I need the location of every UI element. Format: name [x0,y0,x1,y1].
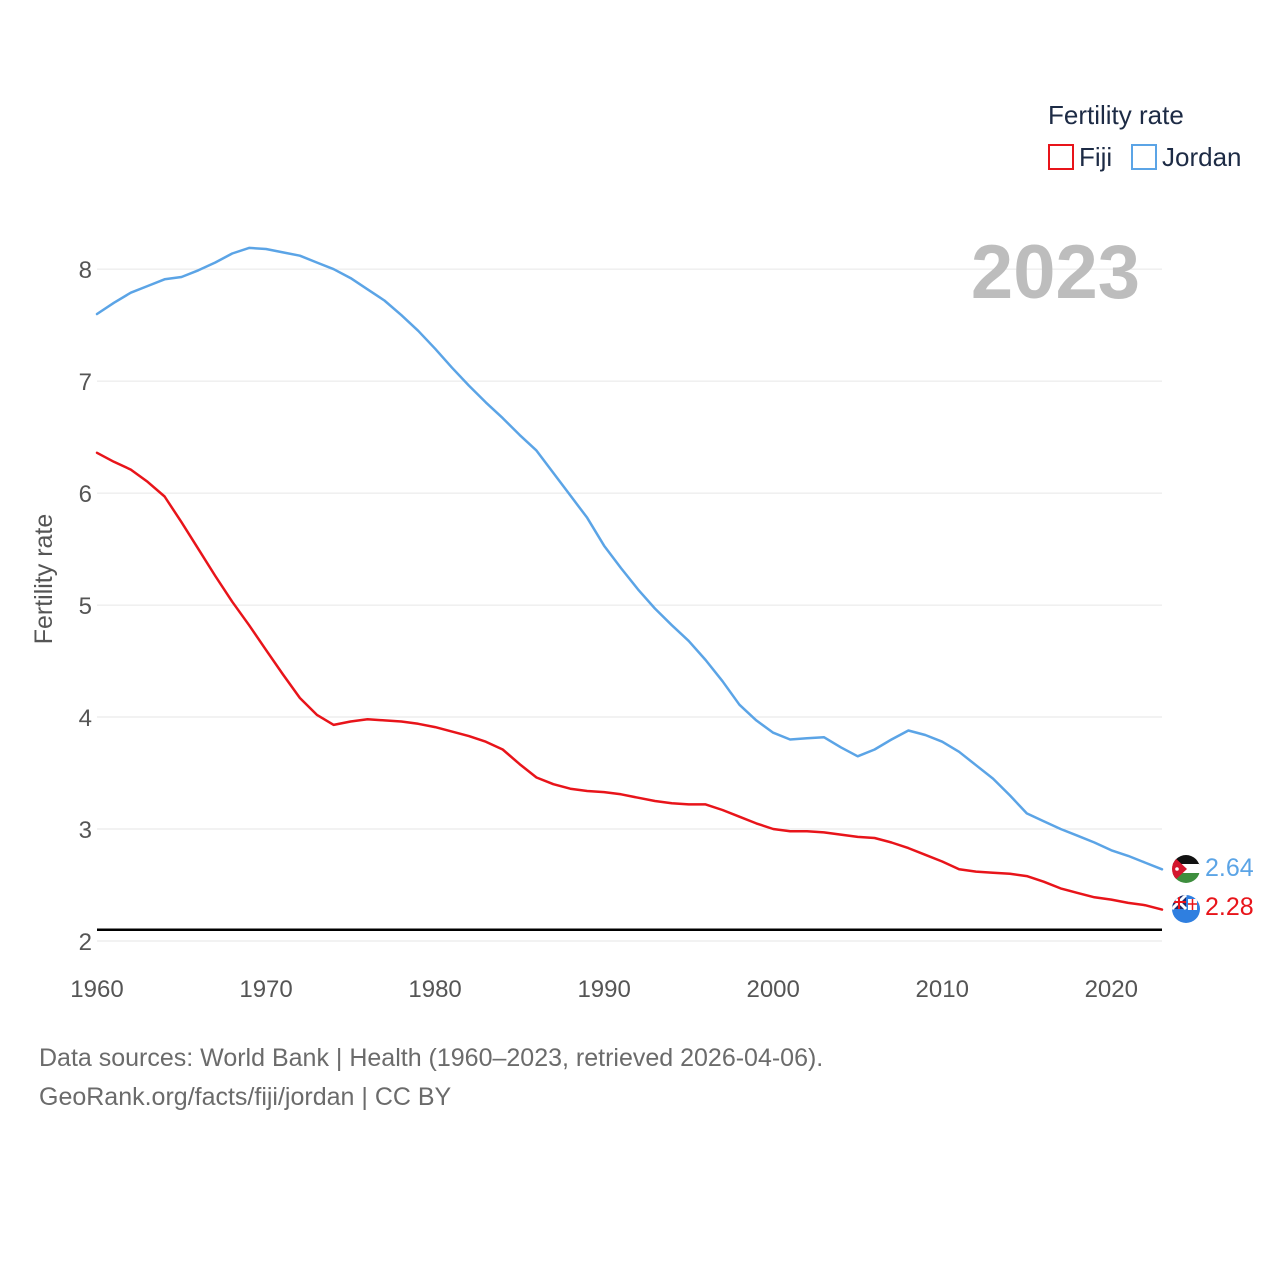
footer-attribution[interactable]: GeoRank.org/facts/fiji/jordan | CC BY [39,1083,452,1111]
legend-label-fiji: Fiji [1079,142,1112,172]
legend-item-jordan[interactable]: Jordan [1131,142,1242,172]
series-line-fiji[interactable] [95,451,1164,911]
x-axis-ticks: 1960 1970 1980 1990 2000 2010 2020 [70,976,1138,1003]
jordan-flag-icon [1172,855,1200,883]
x-tick-label-2020: 2020 [1085,976,1138,1003]
fiji-flag-icon [1172,895,1200,923]
legend-title: Fertility rate [1048,100,1184,130]
y-tick-label-4: 4 [79,705,92,732]
end-value-jordan: 2.64 [1205,854,1254,882]
x-tick-label-1990: 1990 [577,976,630,1003]
year-overlay: 2023 [971,230,1140,315]
x-tick-label-2010: 2010 [916,976,969,1003]
legend-item-fiji[interactable]: Fiji [1048,142,1112,172]
y-axis-title: Fertility rate [30,514,58,645]
footer-source: Data sources: World Bank | Health (1960–… [39,1044,824,1072]
series-lines [95,246,1164,911]
x-tick-label-1960: 1960 [70,976,123,1003]
y-tick-label-2: 2 [79,929,92,956]
x-tick-label-1980: 1980 [408,976,461,1003]
x-tick-label-2000: 2000 [746,976,799,1003]
legend-swatch-jordan [1131,144,1157,170]
y-tick-label-6: 6 [79,481,92,508]
legend-swatch-fiji [1048,144,1074,170]
y-tick-label-8: 8 [79,257,92,284]
gridlines [97,268,1162,942]
series-line-jordan[interactable] [95,246,1164,871]
y-tick-label-3: 3 [79,817,92,844]
y-axis-ticks: 2 3 4 5 6 7 8 [79,257,92,956]
end-value-fiji: 2.28 [1205,893,1254,921]
legend: Fertility rate Fiji Jordan [1048,100,1242,172]
x-tick-label-1970: 1970 [239,976,292,1003]
legend-label-jordan: Jordan [1162,142,1242,172]
y-tick-label-7: 7 [79,369,92,396]
y-tick-label-5: 5 [79,593,92,620]
